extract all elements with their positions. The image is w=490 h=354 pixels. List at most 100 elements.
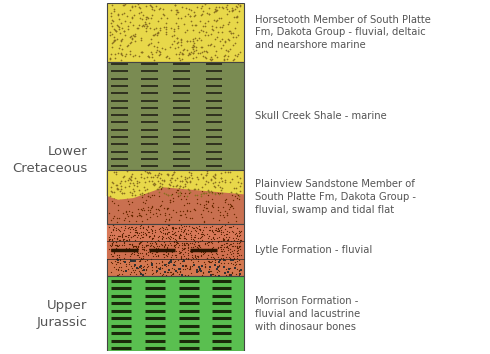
Point xyxy=(221,39,229,45)
Point xyxy=(215,268,223,273)
Point xyxy=(114,243,122,249)
Point xyxy=(178,245,186,251)
Point xyxy=(137,50,145,55)
Point xyxy=(179,183,187,189)
Point xyxy=(105,236,113,242)
Point xyxy=(112,242,120,248)
Point xyxy=(237,267,245,273)
Point xyxy=(136,240,144,245)
Point xyxy=(139,41,147,46)
Point xyxy=(179,178,187,184)
Point xyxy=(153,32,161,38)
Point xyxy=(165,185,173,191)
Point xyxy=(184,231,192,237)
Point xyxy=(137,15,145,21)
Point xyxy=(170,267,178,272)
Point xyxy=(121,184,129,190)
Point xyxy=(214,245,222,251)
Point xyxy=(173,269,181,275)
Bar xyxy=(107,62,244,170)
Point xyxy=(126,176,134,182)
Point xyxy=(159,249,167,254)
Point xyxy=(196,253,204,258)
Point xyxy=(185,250,193,256)
Point xyxy=(233,266,241,272)
Point xyxy=(216,24,223,30)
Point xyxy=(163,226,171,232)
Point xyxy=(127,34,135,39)
Point xyxy=(114,207,122,213)
Point xyxy=(172,183,180,189)
Point xyxy=(192,186,199,192)
Point xyxy=(205,42,213,48)
Point xyxy=(176,5,184,11)
Point xyxy=(133,230,141,235)
Point xyxy=(196,266,204,272)
Point xyxy=(197,234,205,239)
Point xyxy=(209,173,217,179)
Point xyxy=(141,188,149,193)
Point xyxy=(107,269,115,275)
Point xyxy=(152,261,160,266)
Point xyxy=(224,269,232,275)
Point xyxy=(110,213,118,218)
Point xyxy=(159,56,167,62)
Point xyxy=(199,218,207,224)
Point xyxy=(106,188,114,194)
Point xyxy=(146,41,153,47)
Point xyxy=(117,183,124,189)
Point xyxy=(141,27,148,33)
Point xyxy=(194,51,202,56)
Point xyxy=(148,250,156,256)
Point xyxy=(171,225,178,231)
Point xyxy=(150,245,158,250)
Point xyxy=(123,42,131,47)
Point xyxy=(227,272,235,278)
Point xyxy=(117,38,125,44)
Point xyxy=(201,198,209,204)
Bar xyxy=(107,170,244,224)
Point xyxy=(110,248,118,253)
Point xyxy=(185,169,193,175)
Point xyxy=(175,55,183,61)
Point xyxy=(107,184,115,190)
Point xyxy=(117,57,124,63)
Point xyxy=(110,26,118,32)
Point xyxy=(173,182,181,188)
Point xyxy=(126,51,134,57)
Point xyxy=(214,205,222,210)
Point xyxy=(107,243,115,249)
Point xyxy=(191,241,198,247)
Point xyxy=(183,12,191,18)
Point xyxy=(184,255,192,261)
Point xyxy=(198,184,206,190)
Point xyxy=(201,263,209,269)
Point xyxy=(132,173,140,178)
Point xyxy=(223,243,231,249)
Point xyxy=(138,267,146,273)
Point xyxy=(167,259,174,265)
Point xyxy=(167,197,174,202)
Point xyxy=(230,211,238,217)
Point xyxy=(127,212,135,218)
Point xyxy=(172,252,179,257)
Point xyxy=(217,255,225,261)
Point xyxy=(170,243,178,249)
Point xyxy=(201,240,209,246)
Point xyxy=(157,172,165,177)
Point xyxy=(131,227,139,233)
Point xyxy=(178,176,186,181)
Point xyxy=(202,224,210,230)
Point xyxy=(114,202,122,207)
Point xyxy=(204,199,212,205)
Point xyxy=(181,263,189,269)
Point xyxy=(134,5,142,11)
Point xyxy=(203,171,211,176)
Point xyxy=(180,246,188,252)
Point xyxy=(153,269,161,274)
Point xyxy=(171,263,179,268)
Point xyxy=(184,244,192,250)
Point xyxy=(234,232,242,237)
Point xyxy=(176,222,184,228)
Point xyxy=(176,50,184,55)
